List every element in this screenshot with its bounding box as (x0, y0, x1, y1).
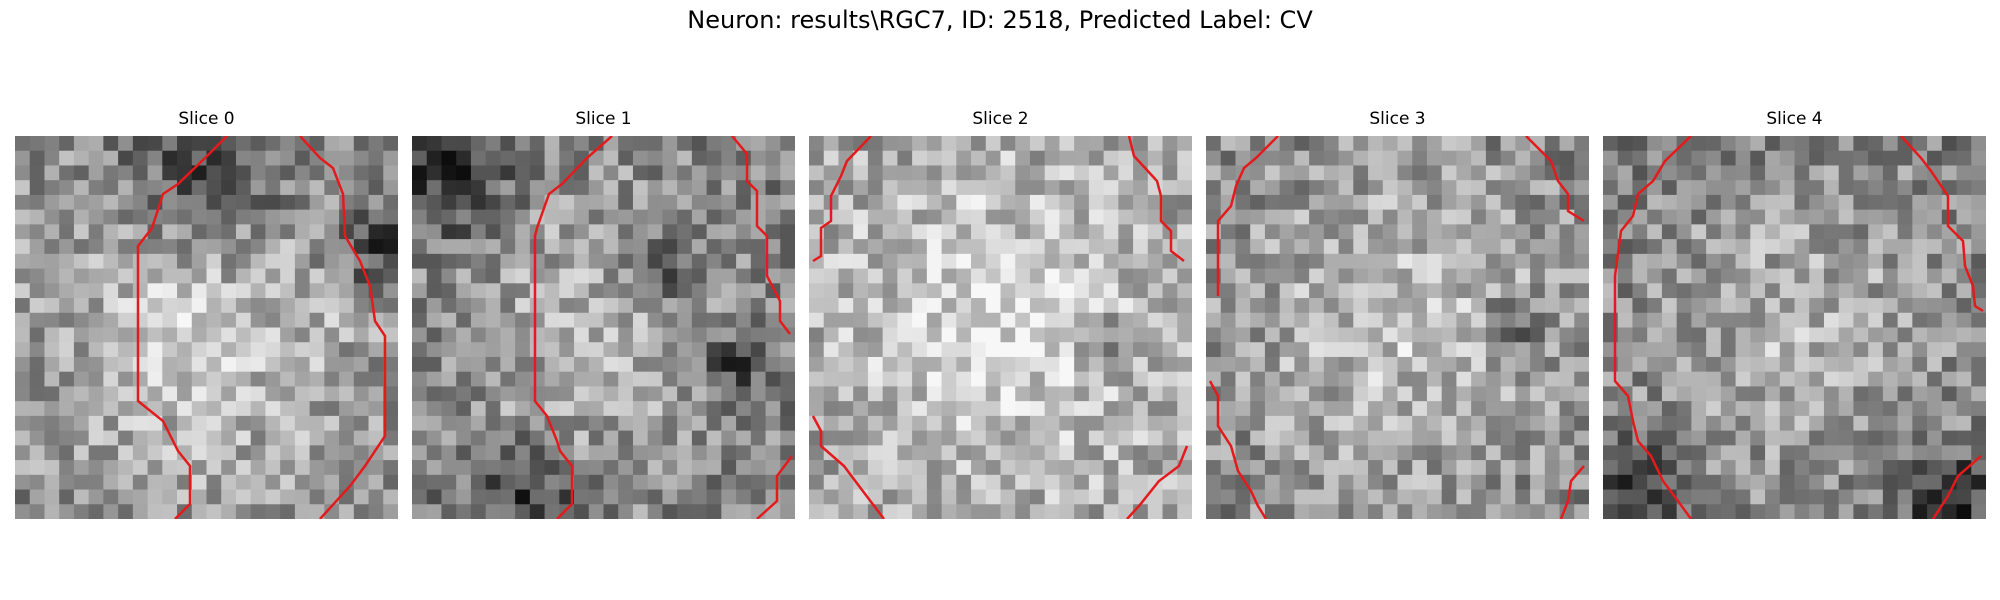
contour-right (731, 136, 791, 335)
contour-left-lower (811, 415, 885, 519)
contour-left (1613, 136, 1693, 519)
contour-left-lower (1208, 380, 1268, 519)
slice-title: Slice 1 (575, 109, 632, 129)
slice-panel-4: Slice 4 (1603, 108, 1986, 519)
slice-image-3 (1206, 136, 1589, 519)
contour-left (533, 136, 613, 519)
slice-title: Slice 0 (178, 109, 235, 129)
slice-title: Slice 2 (972, 109, 1029, 129)
slice-panel-2: Slice 2 (809, 108, 1192, 519)
contour-right (299, 136, 387, 519)
slice-image-1 (412, 136, 795, 519)
contour-left-upper (1216, 136, 1279, 296)
contour-right-upper (1525, 136, 1585, 223)
slice-panel-3: Slice 3 (1206, 108, 1589, 519)
contour-right-upper (1127, 136, 1185, 262)
contour-right-upper (1900, 136, 1984, 313)
slice-title: Slice 4 (1766, 109, 1823, 129)
slice-panel-0: Slice 0 (15, 108, 398, 519)
contour-right-lower (1559, 465, 1585, 519)
contour-right-lower (1931, 455, 1982, 519)
slice-image-0 (15, 136, 398, 519)
contour-right-lower (1126, 445, 1189, 519)
slice-image-2 (809, 136, 1192, 519)
slice-image-4 (1603, 136, 1986, 519)
contour-left (136, 136, 228, 519)
contour-right-lower (756, 455, 793, 519)
slice-title: Slice 3 (1369, 109, 1426, 129)
slice-panel-1: Slice 1 (412, 108, 795, 519)
figure-title: Neuron: results\RGC7, ID: 2518, Predicte… (687, 6, 1313, 34)
contour-left-upper (812, 136, 872, 263)
